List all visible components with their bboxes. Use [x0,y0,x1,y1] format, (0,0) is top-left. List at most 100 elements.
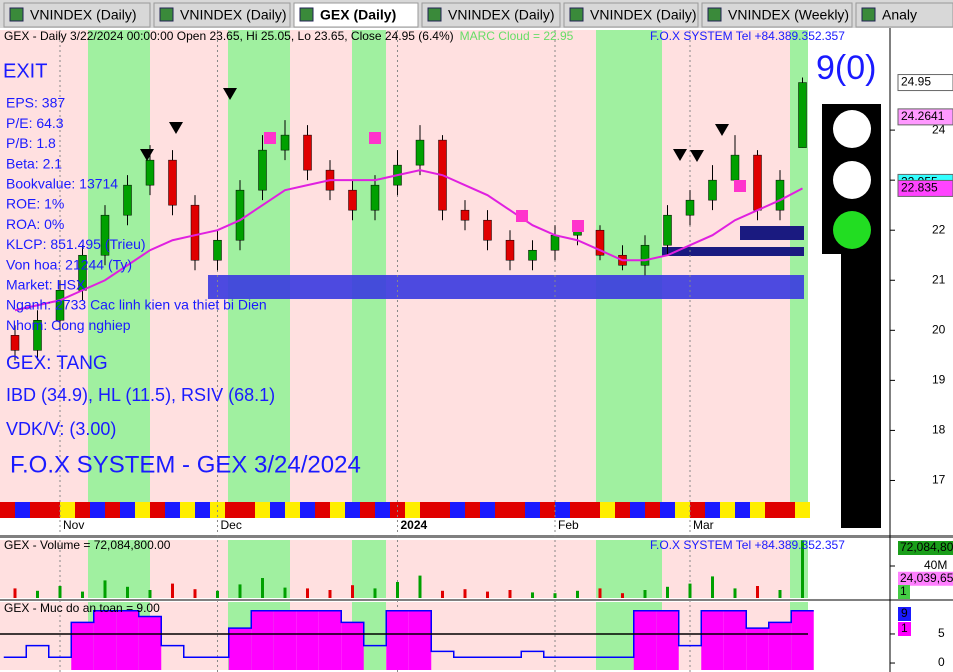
signal-strip [0,502,15,518]
signal-strip [135,502,150,518]
x-tick-label: Dec [221,518,242,532]
tab[interactable] [153,2,291,28]
signal-strip [570,502,585,518]
candle-body [483,219,492,241]
tab-label[interactable]: GEX (Daily) [320,7,396,23]
volume-bar [351,585,354,598]
candle-body [415,139,425,166]
signal-strip [630,502,645,518]
info-line: Market: HSX [6,277,86,293]
signal-strip [360,502,375,518]
tab-icon [427,7,442,22]
candle-body [798,82,807,148]
price-pane: 1718192021222324NovDec2024FebMar24.9524.… [3,29,953,672]
tab-label[interactable]: VNINDEX (Daily) [30,7,137,23]
signal-strip [285,502,300,518]
volume-bar [508,590,512,598]
green-band [88,30,150,518]
light-label: 9(0) [816,49,876,87]
candle-body [33,320,42,351]
header-contact: F.O.X SYSTEM Tel +84.389.352.357 [650,29,845,43]
tab-icon [707,7,722,22]
value-marker: 9 [901,606,908,620]
signal-strip [405,502,420,518]
candle-body [775,179,785,211]
signal-strip [540,502,555,518]
safety-fill [408,610,432,670]
signal-strip [90,502,105,518]
tab-icon [861,7,876,22]
tab-icon [299,7,314,22]
watermark: F.O.X SYSTEM - GEX 3/24/2024 [10,451,361,478]
volume-bar [238,584,242,598]
signal-strip [195,502,210,518]
safety-fill [251,610,274,670]
pane-separator [0,535,953,538]
signal-strip [585,502,600,518]
candle-body [460,209,470,221]
info-line: ROA: 0% [6,216,64,232]
signal-strip [615,502,630,518]
tab-label[interactable]: VNINDEX (Daily) [448,7,555,23]
signal-strip [225,502,240,518]
volume-bar [193,589,197,598]
pane-header: GEX - Muc do an toan = 9.00 [4,601,160,615]
tab[interactable] [701,2,853,28]
volume-bar [126,586,129,598]
safety-fill [228,628,252,670]
tab[interactable] [563,2,699,28]
volume-bar [778,590,782,598]
volume-bar [36,590,39,598]
volume-bar [81,591,84,598]
price-label: 24.2641 [901,109,945,123]
signal-box [572,220,584,232]
candle-body [280,134,290,151]
tab-icon [159,7,174,22]
signal-strip [690,502,705,518]
status-text: GEX: TANG [6,353,108,374]
signal-strip [525,502,540,518]
tab-label[interactable]: VNINDEX (Daily) [590,7,697,23]
tab[interactable] [421,2,561,28]
info-line: Von hoa: 21244 (Ty) [6,256,132,272]
tab-icon [569,7,584,22]
volume-bar [373,588,377,598]
candle-body [10,335,20,351]
support-zone [662,247,804,256]
safety-line [3,609,814,658]
tabs: VNINDEX (Daily) VNINDEX (Daily) GEX (Daily… [3,2,953,28]
green-band [352,540,386,598]
candle-body [213,239,222,261]
signal-box [264,132,276,144]
info-line: KLCP: 851.495 (Trieu) [6,236,146,252]
signal-strip [495,502,510,518]
candle-body [663,214,672,246]
tab-label[interactable]: VNINDEX (Weekly) [728,7,849,23]
signal-strip [780,502,795,518]
candle-body [595,229,605,256]
info-line: P/E: 64.3 [6,115,64,131]
info-line: Bookvalue: 13714 [6,176,118,192]
volume-bar [261,578,264,598]
signal-strip [180,502,195,518]
signal-strip [105,502,120,518]
signal-triangle [140,149,154,161]
volume-bar [711,576,714,598]
value-marker-box [898,541,953,555]
y-tick-label: 18 [932,423,946,437]
signal-strip [720,502,735,518]
tab-label[interactable]: Analy [882,7,917,23]
green-band [352,30,386,518]
x-tick-label: Nov [63,518,84,532]
info-line: Beta: 2.1 [6,155,62,171]
tab-label[interactable]: VNINDEX (Daily) [180,7,287,23]
signal-box [516,210,528,222]
tab[interactable] [3,2,151,28]
signal-strip [60,502,75,518]
info-line: Nhom: Cong nghiep [6,317,131,333]
candle-body [685,199,695,216]
support-zone [208,275,804,299]
safety-fill [768,622,792,670]
tab[interactable] [293,2,419,28]
